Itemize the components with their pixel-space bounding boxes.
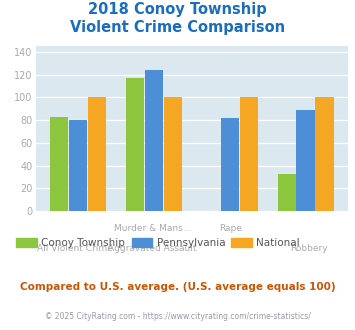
Bar: [164, 97, 182, 211]
Text: Aggravated Assault: Aggravated Assault: [108, 244, 197, 253]
Text: All Violent Crime: All Violent Crime: [37, 244, 113, 253]
Text: Rape: Rape: [219, 224, 242, 233]
Text: Murder & Mans...: Murder & Mans...: [114, 224, 191, 233]
Bar: [278, 174, 296, 211]
Bar: [88, 97, 106, 211]
Bar: [220, 118, 239, 211]
Text: Compared to U.S. average. (U.S. average equals 100): Compared to U.S. average. (U.S. average …: [20, 282, 335, 292]
Legend: Conoy Township, Pennsylvania, National: Conoy Township, Pennsylvania, National: [12, 234, 304, 252]
Text: Robbery: Robbery: [290, 244, 328, 253]
Bar: [69, 120, 87, 211]
Text: 2018 Conoy Township: 2018 Conoy Township: [88, 2, 267, 16]
Bar: [50, 117, 68, 211]
Text: Violent Crime Comparison: Violent Crime Comparison: [70, 20, 285, 35]
Bar: [144, 70, 163, 211]
Bar: [126, 78, 144, 211]
Bar: [296, 110, 315, 211]
Bar: [240, 97, 258, 211]
Bar: [316, 97, 334, 211]
Text: © 2025 CityRating.com - https://www.cityrating.com/crime-statistics/: © 2025 CityRating.com - https://www.city…: [45, 312, 310, 321]
